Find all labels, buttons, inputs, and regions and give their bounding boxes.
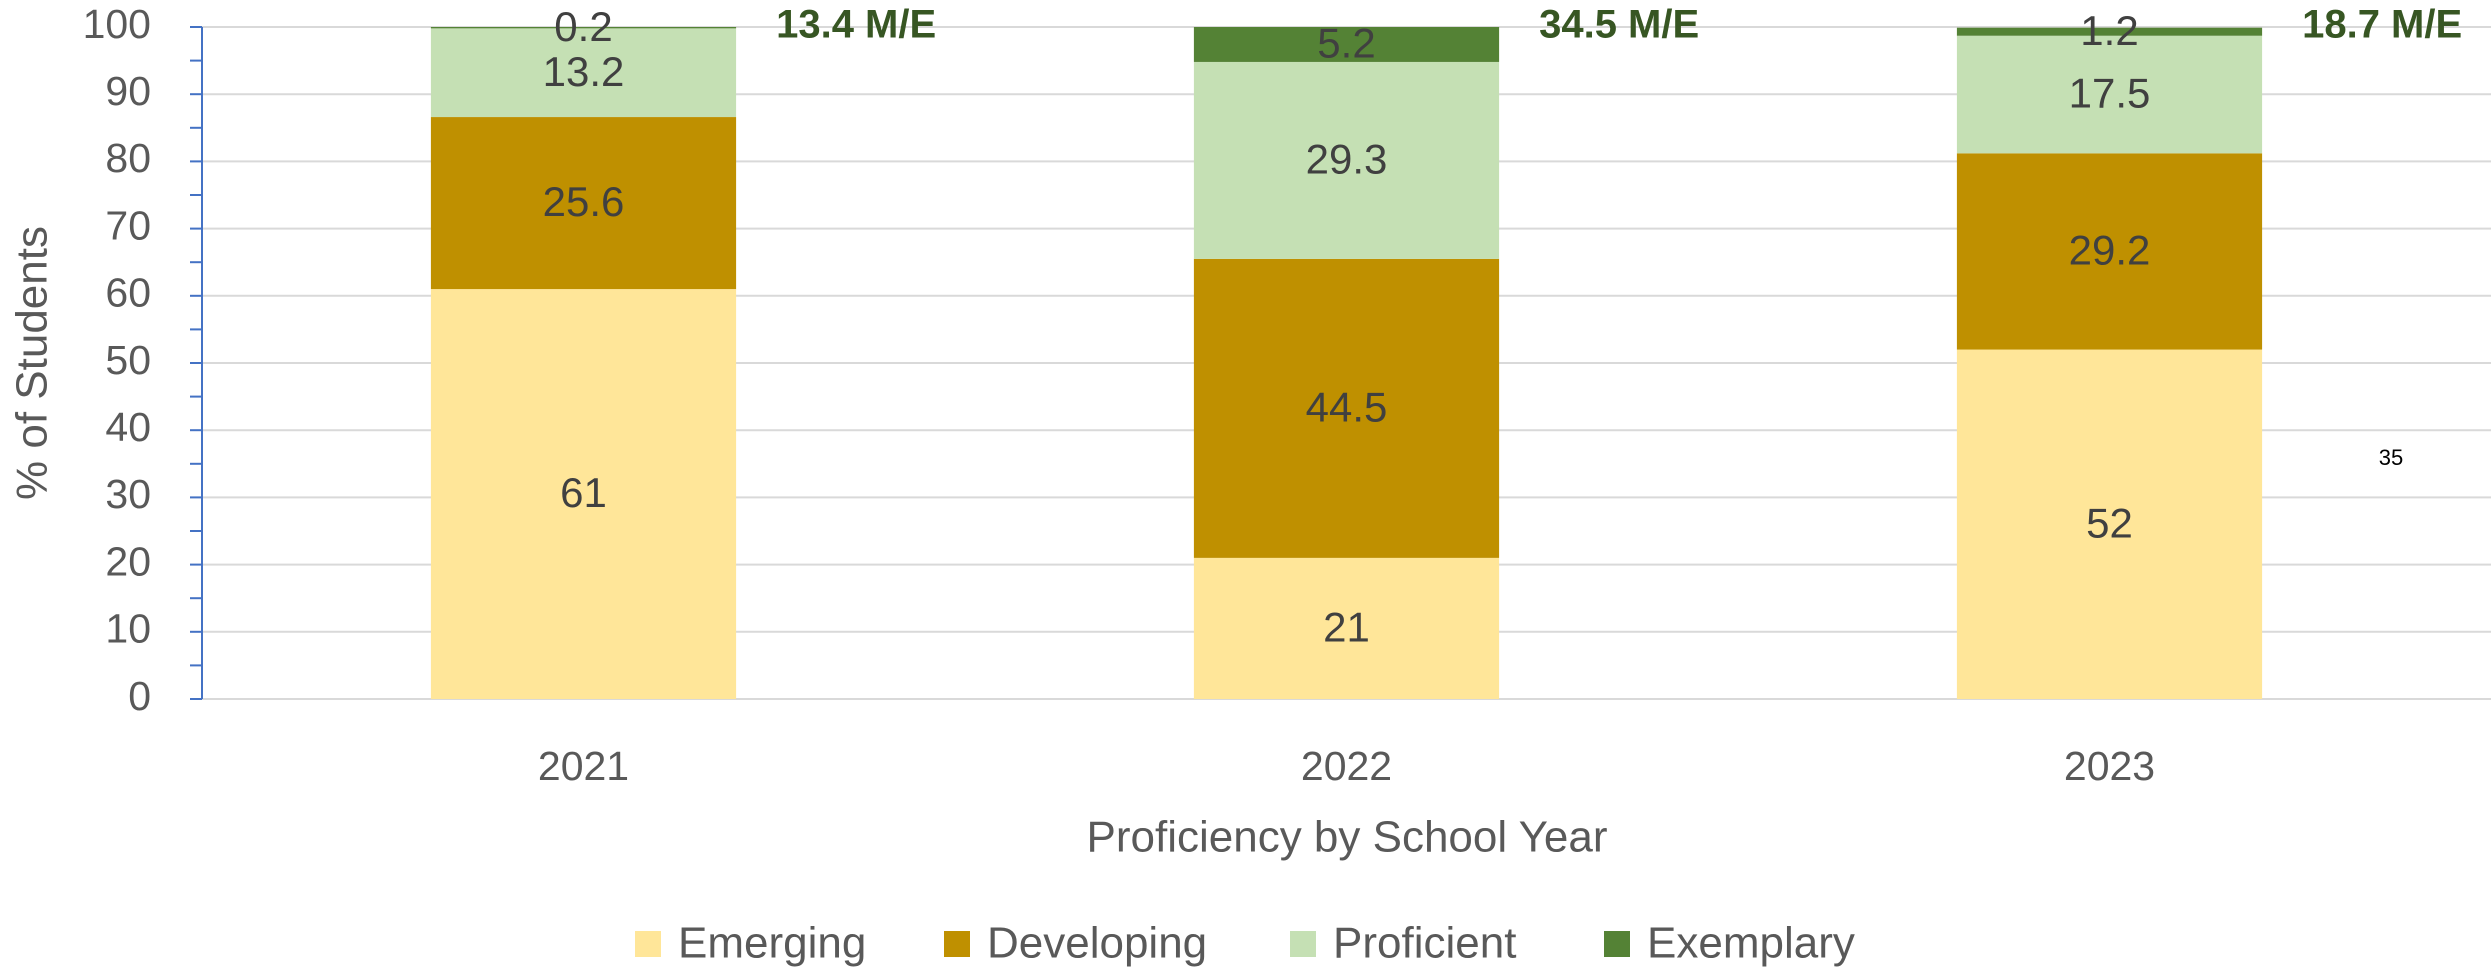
data-label: 29.3 xyxy=(1306,135,1388,182)
x-tick-label: 2021 xyxy=(538,743,629,789)
legend-label: Emerging xyxy=(678,919,866,968)
x-tick-label: 2022 xyxy=(1301,743,1392,789)
bar-annotation: 18.7 M/E xyxy=(2302,3,2462,47)
data-label: 17.5 xyxy=(2069,70,2151,117)
y-tick-label: 70 xyxy=(105,202,151,248)
bar-segment xyxy=(1193,61,1500,259)
data-label: 52 xyxy=(2086,499,2133,546)
bar-segment xyxy=(430,289,737,699)
legend-label: Exemplary xyxy=(1647,919,1855,968)
y-tick-label: 20 xyxy=(105,538,151,584)
bar-segment xyxy=(430,117,737,290)
data-label: 61 xyxy=(560,469,607,516)
legend-swatch xyxy=(1290,931,1316,957)
legend-swatch xyxy=(944,931,970,957)
y-tick-label: 100 xyxy=(83,1,151,47)
x-axis-title: Proficiency by School Year xyxy=(1087,813,1608,862)
bar-segment xyxy=(430,27,737,29)
legend-label: Proficient xyxy=(1333,919,1516,968)
side-note: 35 xyxy=(2379,445,2403,470)
y-tick-label: 90 xyxy=(105,68,151,114)
y-tick-label: 60 xyxy=(105,270,151,316)
legend-swatch xyxy=(1604,931,1630,957)
data-label: 21 xyxy=(1323,604,1370,651)
legend-label: Developing xyxy=(987,919,1207,968)
y-tick-label: 80 xyxy=(105,135,151,181)
y-tick-label: 50 xyxy=(105,337,151,383)
bar-segment xyxy=(430,28,737,118)
bar-annotation: 13.4 M/E xyxy=(776,3,936,47)
data-label: 1.2 xyxy=(2080,7,2138,54)
bar-segment xyxy=(1193,258,1500,558)
bar-segment xyxy=(1956,35,2263,154)
y-tick-label: 40 xyxy=(105,404,151,450)
bar-segment xyxy=(1956,153,2263,350)
legend-swatch xyxy=(635,931,661,957)
bar-annotation: 34.5 M/E xyxy=(1539,3,1699,47)
bar-segment xyxy=(1193,27,1500,62)
y-tick-label: 30 xyxy=(105,471,151,517)
bar-segment xyxy=(1193,557,1500,699)
data-label: 0.2 xyxy=(554,3,612,50)
y-tick-label: 0 xyxy=(128,673,151,719)
data-label: 29.2 xyxy=(2069,227,2151,274)
data-label: 44.5 xyxy=(1306,383,1388,430)
data-label: 25.6 xyxy=(543,178,625,225)
data-label: 5.2 xyxy=(1317,20,1375,67)
y-axis-title: % of Students xyxy=(8,226,57,500)
bar-segment xyxy=(1956,349,2263,699)
x-tick-label: 2023 xyxy=(2064,743,2155,789)
y-tick-label: 10 xyxy=(105,606,151,652)
bar-segment xyxy=(1956,27,2263,36)
data-label: 13.2 xyxy=(543,48,625,95)
